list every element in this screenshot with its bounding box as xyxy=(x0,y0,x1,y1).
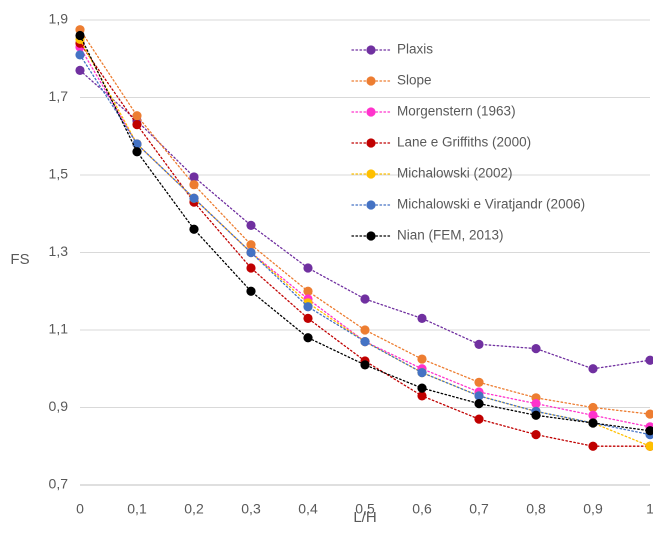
data-point xyxy=(588,364,598,374)
data-point xyxy=(531,430,541,440)
legend-marker xyxy=(366,169,376,179)
data-point xyxy=(360,325,370,335)
legend-label: Michalowski (2002) xyxy=(397,166,513,181)
data-point xyxy=(645,426,653,436)
x-axis-title: L/H xyxy=(353,509,376,526)
legend: Plaxis Slope Morgenstern (1963) Lane e Grif… xyxy=(351,42,585,243)
data-point xyxy=(189,180,199,190)
data-point xyxy=(645,409,653,419)
data-point xyxy=(132,120,142,130)
legend-item: Slope xyxy=(351,73,432,88)
data-point xyxy=(132,111,142,121)
legend-item: Morgenstern (1963) xyxy=(351,104,516,119)
data-point xyxy=(588,441,598,451)
y-tick-label: 1,7 xyxy=(49,88,69,104)
series-group xyxy=(75,30,653,436)
data-point xyxy=(189,172,199,182)
x-tick-label: 0,7 xyxy=(469,501,489,517)
x-tick-label: 0,1 xyxy=(127,501,147,517)
data-point xyxy=(303,302,313,312)
data-point xyxy=(474,414,484,424)
data-point xyxy=(189,193,199,203)
legend-item: Nian (FEM, 2013) xyxy=(351,228,504,243)
x-tick-label: 0,8 xyxy=(526,501,546,517)
data-point xyxy=(246,220,256,230)
data-point xyxy=(588,418,598,428)
data-point xyxy=(246,240,256,250)
data-point xyxy=(531,344,541,354)
data-point xyxy=(132,147,142,157)
y-tick-label: 1,9 xyxy=(49,11,69,27)
legend-marker xyxy=(366,200,376,210)
x-tick-label: 0 xyxy=(76,501,84,517)
y-tick-label: 1,5 xyxy=(49,166,69,182)
data-point xyxy=(417,354,427,364)
x-tick-label: 1 xyxy=(646,501,653,517)
data-point xyxy=(360,360,370,370)
data-point xyxy=(75,50,85,60)
data-point xyxy=(246,263,256,273)
x-tick-label: 0,9 xyxy=(583,501,603,517)
legend-item: Lane e Griffiths (2000) xyxy=(351,135,531,150)
data-point xyxy=(531,410,541,420)
legend-label: Morgenstern (1963) xyxy=(397,104,516,119)
series-line xyxy=(79,34,651,432)
data-point xyxy=(246,286,256,296)
data-point xyxy=(645,355,653,365)
y-tick-label: 0,7 xyxy=(49,476,69,492)
data-point xyxy=(360,294,370,304)
data-point xyxy=(246,247,256,258)
x-tick-label: 0,6 xyxy=(412,501,432,517)
data-point xyxy=(75,65,85,75)
legend-marker xyxy=(366,107,376,117)
data-point xyxy=(531,399,541,409)
data-point xyxy=(417,391,427,401)
data-point xyxy=(303,286,313,296)
y-tick-label: 1,3 xyxy=(49,243,69,259)
legend-label: Michalowski e Viratjandr (2006) xyxy=(397,197,585,212)
y-axis-title: FS xyxy=(10,251,29,268)
y-tick-label: 1,1 xyxy=(49,321,69,337)
x-tick-label: 0,2 xyxy=(184,501,204,517)
x-tick-label: 0,5 xyxy=(355,501,375,517)
data-point xyxy=(189,224,199,234)
legend-marker xyxy=(366,76,376,86)
data-point xyxy=(303,313,313,323)
data-point xyxy=(75,30,85,41)
data-point xyxy=(303,333,313,343)
legend-item: Michalowski (2002) xyxy=(351,166,513,181)
legend-label: Slope xyxy=(397,73,432,88)
x-tick-label: 0,3 xyxy=(241,501,261,517)
legend-label: Nian (FEM, 2013) xyxy=(397,228,504,243)
plot-area xyxy=(75,25,653,451)
data-point xyxy=(360,337,370,347)
legend-item: Michalowski e Viratjandr (2006) xyxy=(351,197,585,212)
series-line xyxy=(79,69,651,370)
data-point xyxy=(417,313,427,323)
y-tick-label: 0,9 xyxy=(49,398,69,414)
data-point xyxy=(474,399,484,409)
data-point xyxy=(645,441,653,451)
legend-label: Lane e Griffiths (2000) xyxy=(397,135,531,150)
data-point xyxy=(474,377,484,387)
data-point xyxy=(417,383,427,393)
data-point xyxy=(474,339,484,349)
legend-marker xyxy=(366,138,376,148)
axes: 0,7 0,9 1,1 1,3 1,5 1,7 1,9 0 0,1 0,2 0,3 0,4 0,5 0,6… xyxy=(49,11,653,517)
x-tick-label: 0,4 xyxy=(298,501,318,517)
legend-item: Plaxis xyxy=(351,42,433,57)
legend-marker xyxy=(366,45,376,55)
legend-marker xyxy=(366,231,376,241)
data-point xyxy=(474,391,484,401)
data-point xyxy=(588,402,598,413)
data-point xyxy=(303,263,313,273)
data-point xyxy=(417,368,427,378)
legend-label: Plaxis xyxy=(397,42,433,57)
data-point xyxy=(588,410,598,420)
